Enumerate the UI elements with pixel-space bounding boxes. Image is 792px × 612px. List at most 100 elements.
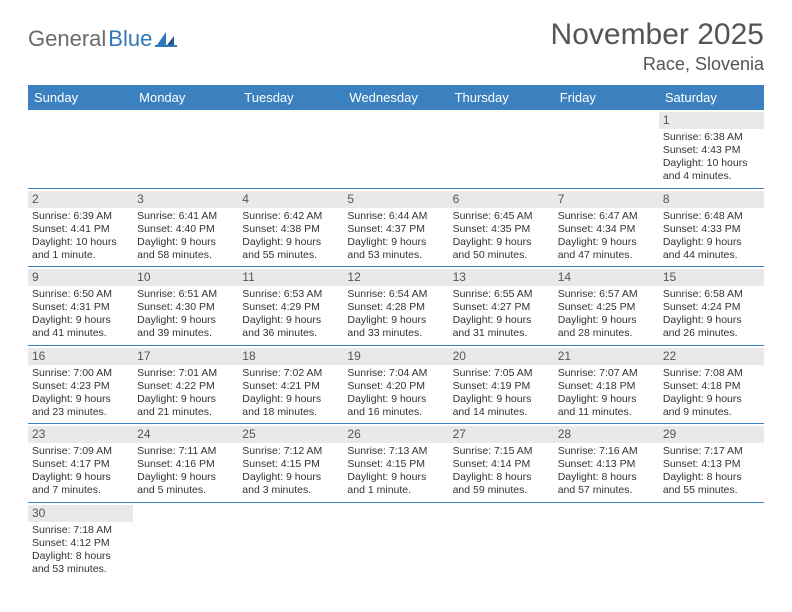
sunset-text: Sunset: 4:18 PM <box>663 380 760 393</box>
sunrise-text: Sunrise: 7:18 AM <box>32 524 129 537</box>
calendar: SundayMondayTuesdayWednesdayThursdayFrid… <box>28 85 764 580</box>
sunset-text: Sunset: 4:22 PM <box>137 380 234 393</box>
weekday-label: Saturday <box>659 85 764 110</box>
sunset-text: Sunset: 4:34 PM <box>558 223 655 236</box>
sunrise-text: Sunrise: 7:17 AM <box>663 445 760 458</box>
day-number <box>343 112 448 129</box>
week-row: 16Sunrise: 7:00 AMSunset: 4:23 PMDayligh… <box>28 346 764 425</box>
weekday-label: Monday <box>133 85 238 110</box>
empty-cell <box>238 110 343 188</box>
weekday-label: Wednesday <box>343 85 448 110</box>
sunset-text: Sunset: 4:16 PM <box>137 458 234 471</box>
daylight-text: Daylight: 9 hours and 14 minutes. <box>453 393 550 419</box>
week-row: 23 Sunrise: 7:09 AMSunset: 4:17 PM Dayligh… <box>28 424 764 503</box>
sunrise-text: Sunrise: 7:07 AM <box>558 367 655 380</box>
weekday-label: Thursday <box>449 85 554 110</box>
daylight-text: Daylight: 9 hours and 18 minutes. <box>242 393 339 419</box>
day-number: 6 <box>449 191 554 208</box>
empty-cell <box>343 110 448 188</box>
day-cell: 18Sunrise: 7:02 AMSunset: 4:21 PMDayligh… <box>238 346 343 424</box>
sunrise-text: Sunrise: 6:57 AM <box>558 288 655 301</box>
day-number: 16 <box>28 348 133 365</box>
sunset-text: Sunset: 4:41 PM <box>32 223 129 236</box>
sunset-text: Sunset: 4:21 PM <box>242 380 339 393</box>
week-row: 30Sunrise: 7:18 AMSunset: 4:12 PMDayligh… <box>28 503 764 581</box>
empty-cell <box>554 110 659 188</box>
sunrise-text: Sunrise: 7:11 AM <box>137 445 234 458</box>
day-cell: 1Sunrise: 6:38 AMSunset: 4:43 PMDaylight… <box>659 110 764 188</box>
sunset-text: Sunset: 4:15 PM <box>242 458 339 471</box>
daylight-text: Daylight: 9 hours and 53 minutes. <box>347 236 444 262</box>
sunset-text: Sunset: 4:13 PM <box>558 458 655 471</box>
day-number: 17 <box>133 348 238 365</box>
sunset-text: Sunset: 4:38 PM <box>242 223 339 236</box>
day-cell: 15Sunrise: 6:58 AMSunset: 4:24 PMDayligh… <box>659 267 764 345</box>
day-number: 11 <box>238 269 343 286</box>
week-row: 9Sunrise: 6:50 AMSunset: 4:31 PMDaylight… <box>28 267 764 346</box>
daylight-text: Daylight: 9 hours and 1 minute. <box>347 471 444 497</box>
day-number <box>133 505 238 522</box>
weekday-label: Sunday <box>28 85 133 110</box>
day-number <box>659 505 764 522</box>
empty-cell <box>343 503 448 581</box>
weekday-label: Tuesday <box>238 85 343 110</box>
sunrise-text: Sunrise: 6:55 AM <box>453 288 550 301</box>
sunset-text: Sunset: 4:13 PM <box>663 458 760 471</box>
weekday-label: Friday <box>554 85 659 110</box>
empty-cell <box>659 503 764 581</box>
day-number <box>238 505 343 522</box>
day-number: 23 <box>28 426 133 443</box>
day-cell: 29Sunrise: 7:17 AMSunset: 4:13 PMDayligh… <box>659 424 764 502</box>
day-number: 8 <box>659 191 764 208</box>
sunrise-text: Sunrise: 6:44 AM <box>347 210 444 223</box>
sunset-text: Sunset: 4:31 PM <box>32 301 129 314</box>
empty-cell <box>133 503 238 581</box>
sunset-text: Sunset: 4:17 PM <box>32 458 129 471</box>
day-cell: 3Sunrise: 6:41 AMSunset: 4:40 PMDaylight… <box>133 189 238 267</box>
day-number <box>133 112 238 129</box>
day-number: 4 <box>238 191 343 208</box>
day-cell: 22Sunrise: 7:08 AMSunset: 4:18 PMDayligh… <box>659 346 764 424</box>
day-number: 28 <box>554 426 659 443</box>
daylight-text: Daylight: 9 hours and 41 minutes. <box>32 314 129 340</box>
sunrise-text: Sunrise: 6:48 AM <box>663 210 760 223</box>
day-cell: 30Sunrise: 7:18 AMSunset: 4:12 PMDayligh… <box>28 503 133 581</box>
sunrise-text: Sunrise: 7:15 AM <box>453 445 550 458</box>
sunrise-text: Sunrise: 7:08 AM <box>663 367 760 380</box>
day-number: 10 <box>133 269 238 286</box>
sunrise-text: Sunrise: 6:42 AM <box>242 210 339 223</box>
sunset-text: Sunset: 4:43 PM <box>663 144 760 157</box>
day-number: 25 <box>238 426 343 443</box>
daylight-text: Daylight: 9 hours and 23 minutes. <box>32 393 129 419</box>
empty-cell <box>449 503 554 581</box>
day-number: 12 <box>343 269 448 286</box>
sunrise-text: Sunrise: 7:00 AM <box>32 367 129 380</box>
header: GeneralBlue November 2025 Race, Slovenia <box>28 18 764 75</box>
day-number <box>554 505 659 522</box>
day-number: 20 <box>449 348 554 365</box>
day-number: 2 <box>28 191 133 208</box>
day-cell: 14Sunrise: 6:57 AMSunset: 4:25 PMDayligh… <box>554 267 659 345</box>
sunrise-text: Sunrise: 7:09 AM <box>32 445 129 458</box>
day-number: 19 <box>343 348 448 365</box>
day-cell: 27Sunrise: 7:15 AMSunset: 4:14 PMDayligh… <box>449 424 554 502</box>
empty-cell <box>238 503 343 581</box>
day-cell: 26Sunrise: 7:13 AMSunset: 4:15 PMDayligh… <box>343 424 448 502</box>
day-cell: 17Sunrise: 7:01 AMSunset: 4:22 PMDayligh… <box>133 346 238 424</box>
daylight-text: Daylight: 9 hours and 28 minutes. <box>558 314 655 340</box>
sunset-text: Sunset: 4:23 PM <box>32 380 129 393</box>
sunset-text: Sunset: 4:29 PM <box>242 301 339 314</box>
sunrise-text: Sunrise: 6:58 AM <box>663 288 760 301</box>
sunset-text: Sunset: 4:25 PM <box>558 301 655 314</box>
sunrise-text: Sunrise: 6:47 AM <box>558 210 655 223</box>
day-cell: 4Sunrise: 6:42 AMSunset: 4:38 PMDaylight… <box>238 189 343 267</box>
daylight-text: Daylight: 9 hours and 9 minutes. <box>663 393 760 419</box>
day-number: 1 <box>659 112 764 129</box>
sunrise-text: Sunrise: 7:04 AM <box>347 367 444 380</box>
sunset-text: Sunset: 4:20 PM <box>347 380 444 393</box>
daylight-text: Daylight: 9 hours and 47 minutes. <box>558 236 655 262</box>
daylight-text: Daylight: 9 hours and 26 minutes. <box>663 314 760 340</box>
sunrise-text: Sunrise: 7:16 AM <box>558 445 655 458</box>
day-number: 27 <box>449 426 554 443</box>
sunrise-text: Sunrise: 6:38 AM <box>663 131 760 144</box>
